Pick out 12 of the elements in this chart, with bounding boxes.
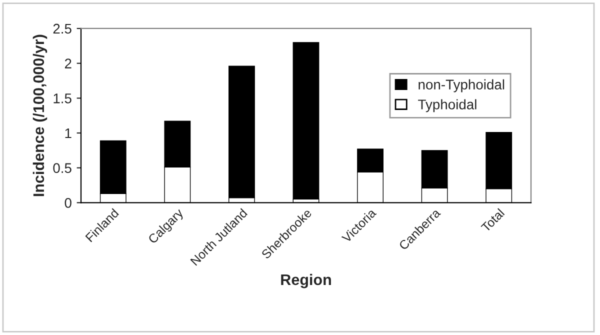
bar <box>228 66 255 198</box>
y-tick-label: 0 <box>64 198 72 208</box>
y-axis-title: Incidence (/100,000/yr) <box>32 34 48 196</box>
legend-label: Typhoidal <box>418 99 476 112</box>
y-tick-label: 2.5 <box>53 24 72 34</box>
bar <box>292 42 320 200</box>
y-tick-label: 1 <box>65 128 72 138</box>
y-tick-label: 0.5 <box>53 163 72 174</box>
x-axis-title: Region <box>281 274 331 288</box>
legend-label: non-Typhoidal <box>418 79 504 92</box>
y-tick-label: 1.5 <box>54 94 72 104</box>
y-tick-label: 2 <box>64 58 72 68</box>
